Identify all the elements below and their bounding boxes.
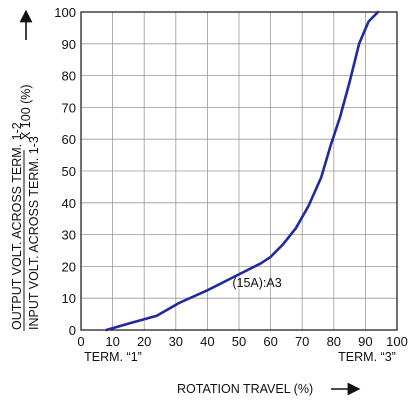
y-tick-label: 50 xyxy=(62,164,76,179)
y-tick-label: 60 xyxy=(62,132,76,147)
x-tick-label: 30 xyxy=(169,334,183,349)
y-tick-label: 20 xyxy=(62,259,76,274)
x-tick-label: 70 xyxy=(295,334,309,349)
x-tick-label: 60 xyxy=(263,334,277,349)
term-1-label: TERM. “1” xyxy=(84,350,142,364)
curve-label: (15A):A3 xyxy=(232,276,281,290)
y-axis-label-bottom: INPUT VOLT. ACROSS TERM. 1-3 xyxy=(27,136,41,330)
term-3-label: TERM. “3” xyxy=(338,350,396,364)
x-tick-label: 10 xyxy=(105,334,119,349)
x-tick-label: 20 xyxy=(137,334,151,349)
x-tick-label: 0 xyxy=(77,334,84,349)
y-tick-label: 0 xyxy=(69,323,76,338)
x-tick-label: 100 xyxy=(386,334,408,349)
x-tick-label: 40 xyxy=(200,334,214,349)
y-tick-label: 100 xyxy=(54,5,76,20)
x-axis-label: ROTATION TRAVEL (%) xyxy=(177,382,313,396)
data-line xyxy=(105,10,380,332)
x-tick-label: 80 xyxy=(327,334,341,349)
y-axis-label-top: OUTPUT VOLT. ACROSS TERM. 1-2 xyxy=(10,122,24,330)
x-tick-labels: 0 10 20 30 40 50 60 70 80 90 100 xyxy=(77,334,407,349)
grid xyxy=(81,12,397,330)
y-axis-label-group: OUTPUT VOLT. ACROSS TERM. 1-2 INPUT VOLT… xyxy=(10,9,41,331)
y-tick-labels: 0 10 20 30 40 50 60 70 80 90 100 xyxy=(54,5,76,338)
y-tick-label: 80 xyxy=(62,69,76,84)
plot-frame xyxy=(80,11,398,331)
x-tick-label: 50 xyxy=(232,334,246,349)
y-tick-label: 70 xyxy=(62,100,76,115)
y-tick-label: 40 xyxy=(62,196,76,211)
y-tick-label: 90 xyxy=(62,37,76,52)
x-tick-label: 90 xyxy=(358,334,372,349)
y-tick-label: 30 xyxy=(62,228,76,243)
y-tick-label: 10 xyxy=(62,291,76,306)
y-axis-label-suffix: X 100 (%) xyxy=(19,84,33,140)
